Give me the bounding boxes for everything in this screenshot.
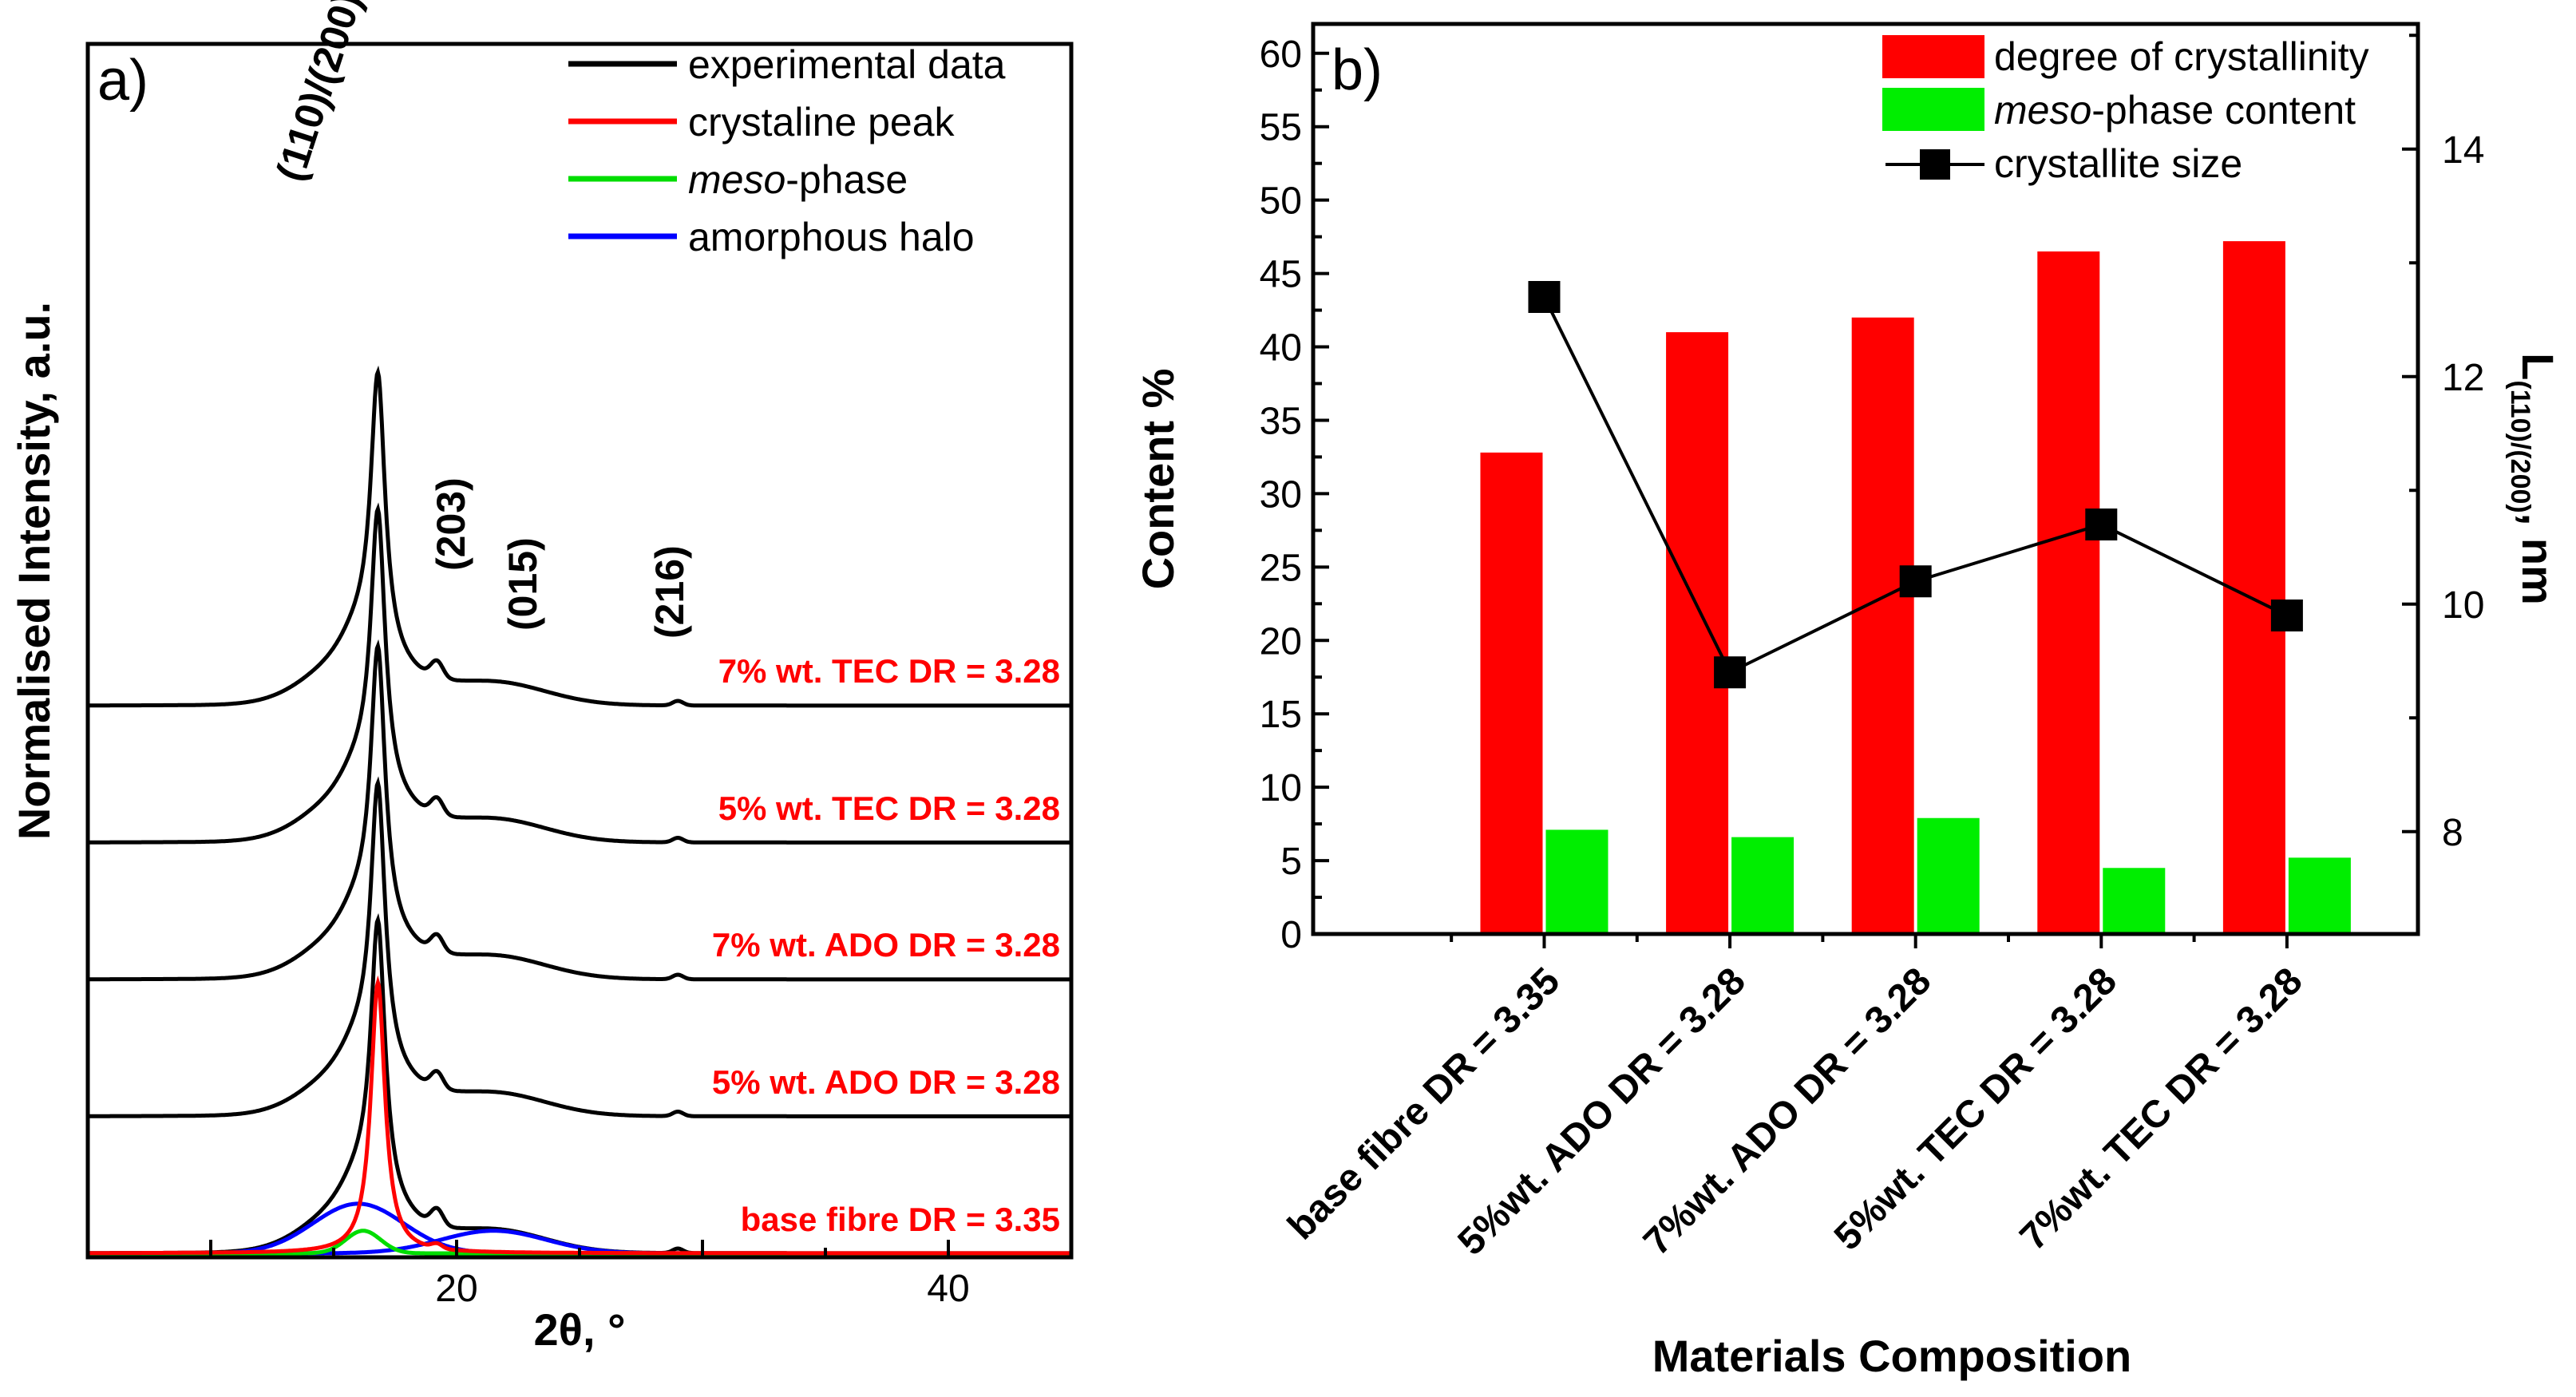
y-tick-label-45: 45 <box>1260 254 1302 296</box>
y2-tick-label-14: 14 <box>2442 129 2484 172</box>
y-tick-label-5: 5 <box>1280 841 1302 883</box>
y-tick-label-20: 20 <box>1260 620 1302 663</box>
peak-label-110-200: (110)/(200) <box>267 0 370 186</box>
legend-label-meso-rest: -phase <box>785 157 908 202</box>
xrd-trace-3 <box>88 776 1071 1118</box>
panel-b-plot-frame <box>1311 22 2420 936</box>
x-tick-label-20: 20 <box>435 1268 477 1310</box>
panel-b-left-ticks: 0 5 10 15 20 25 30 35 40 45 50 55 60 <box>1260 34 1329 956</box>
legend-swatch-meso <box>1882 88 1984 131</box>
crystallite-size-marker-1 <box>1714 656 1747 689</box>
crystallite-size-line <box>1542 296 2288 675</box>
y-tick-label-25: 25 <box>1260 547 1302 589</box>
crystallite-size-marker-4 <box>2270 600 2303 631</box>
sample-label-5ado: 5% wt. ADO DR = 3.28 <box>712 1063 1060 1101</box>
y-tick-label-15: 15 <box>1260 694 1302 736</box>
y2-tick-label-8: 8 <box>2442 812 2463 854</box>
panel-b-right-ticks: 8 10 12 14 <box>2402 34 2484 854</box>
panel-a-x-axis-label: 2θ, ° <box>534 1304 626 1355</box>
meso-bar-1 <box>1731 837 1794 934</box>
y-tick-label-60: 60 <box>1260 34 1302 76</box>
panel-a-x-ticks: 20 40 <box>86 1240 1073 1310</box>
xrd-trace-1 <box>88 502 1071 845</box>
panel-b-label: b) <box>1332 38 1383 102</box>
legend-b-meso-rest: -phase content <box>2091 88 2356 133</box>
panel-b-bars <box>1480 241 2351 934</box>
legend-label-crystallite: crystallite size <box>1994 141 2242 186</box>
y-tick-label-35: 35 <box>1260 400 1302 442</box>
meso-bar-0 <box>1545 829 1609 934</box>
y-tick-label-0: 0 <box>1280 914 1302 956</box>
crystallite-size-series <box>1528 281 2303 689</box>
legend-label-meso-content: meso-phase content <box>1994 88 2356 133</box>
right-axis-label-sub: (110)/(200) <box>2505 380 2535 512</box>
right-axis-label-tail: , nm <box>2513 513 2563 605</box>
legend-label-crystalline: crystaline peak <box>688 100 955 144</box>
y-tick-label-55: 55 <box>1260 107 1302 149</box>
legend-label-experimental: experimental data <box>688 42 1006 87</box>
panel-b-legend: degree of crystallinity meso-phase conte… <box>1882 34 2369 186</box>
sample-label-base: base fibre DR = 3.35 <box>741 1201 1060 1238</box>
crystallite-size-marker-0 <box>1528 281 1561 313</box>
legend-label-crystallinity: degree of crystallinity <box>1994 34 2369 79</box>
crystallite-size-marker-2 <box>1899 565 1932 598</box>
meso-bar-4 <box>2288 857 2351 934</box>
panel-b-x-axis-label: Materials Composition <box>1652 1331 2132 1381</box>
y-tick-label-40: 40 <box>1260 327 1302 370</box>
sample-label-7tec: 7% wt. TEC DR = 3.28 <box>718 652 1060 690</box>
crystallinity-bar-2 <box>1851 317 1914 934</box>
legend-marker-crystallite <box>1920 149 1950 180</box>
crystallinity-bar-1 <box>1666 332 1729 934</box>
xrd-trace-0 <box>88 365 1071 708</box>
meso-bar-3 <box>2103 868 2166 934</box>
crystallinity-bar-3 <box>2037 251 2100 934</box>
panel-a-y-axis-label: Normalised Intensity, a.u. <box>9 302 59 840</box>
x-tick-label-40: 40 <box>927 1268 969 1310</box>
panel-b-y-axis-label: Content % <box>1133 369 1183 590</box>
legend-label-amorphous: amorphous halo <box>688 215 975 259</box>
y-tick-label-10: 10 <box>1260 767 1302 809</box>
peak-label-216: (216) <box>647 545 692 639</box>
y2-tick-label-10: 10 <box>2442 584 2484 627</box>
legend-label-meso: meso-phase <box>688 157 908 202</box>
panel-b-bar-chart: 0 5 10 15 20 25 30 35 40 45 50 55 60 8 10 12 14 base fi… <box>1133 22 2563 1381</box>
y-tick-label-50: 50 <box>1260 180 1302 223</box>
y2-tick-label-12: 12 <box>2442 357 2484 399</box>
y-tick-label-30: 30 <box>1260 473 1302 516</box>
peak-label-015: (015) <box>501 537 545 631</box>
peak-label-203: (203) <box>429 477 473 571</box>
panel-a-legend: experimental data crystaline peak meso-p… <box>568 42 1006 259</box>
sample-label-5tec: 5% wt. TEC DR = 3.28 <box>718 790 1060 827</box>
meso-bar-2 <box>1917 817 1980 934</box>
right-axis-label-main: L <box>2513 353 2563 380</box>
panel-a-xrd-chart: 20 40 a) 2θ, ° Normalised Intensity, a.u.… <box>9 0 1074 1355</box>
crystallinity-bar-0 <box>1480 452 1543 934</box>
legend-swatch-crystallinity <box>1882 35 1984 78</box>
panel-a-label: a) <box>97 49 148 113</box>
crystallite-size-marker-3 <box>2085 509 2118 540</box>
legend-label-meso-italic: meso <box>688 157 785 202</box>
panel-b-right-axis-label: L(110)/(200), nm <box>2505 353 2563 605</box>
legend-b-meso-italic: meso <box>1994 88 2091 133</box>
panel-b-x-ticks: base fibre DR = 3.355%wt. ADO DR = 3.287… <box>1280 934 2311 1264</box>
xrd-trace-2 <box>88 639 1071 982</box>
sample-label-7ado: 7% wt. ADO DR = 3.28 <box>712 926 1060 964</box>
